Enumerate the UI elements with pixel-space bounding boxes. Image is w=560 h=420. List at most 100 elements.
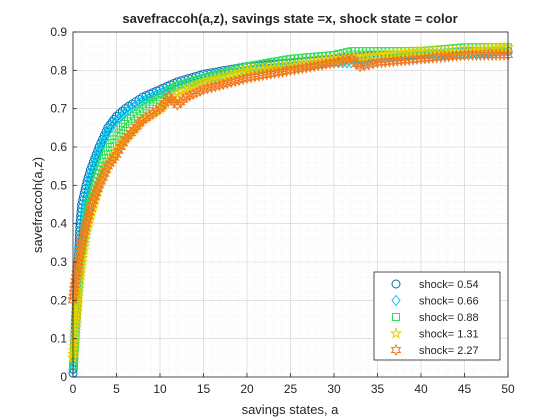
- data-point: [177, 93, 189, 106]
- data-point: [69, 320, 82, 333]
- data-point: [363, 58, 375, 71]
- chart-title: savefraccoh(a,z), savings state =x, shoc…: [122, 11, 457, 26]
- data-point: [68, 335, 81, 348]
- data-point: [88, 194, 99, 207]
- data-point: [99, 133, 109, 146]
- data-point: [324, 57, 336, 70]
- legend-marker: [390, 343, 402, 357]
- y-tick-label: 0.4: [50, 217, 67, 231]
- x-tick-label: 10: [153, 382, 167, 396]
- data-point: [174, 85, 188, 97]
- data-point: [182, 81, 195, 94]
- data-point: [119, 122, 128, 131]
- data-point: [132, 109, 141, 118]
- data-point: [67, 339, 81, 352]
- data-point: [333, 55, 344, 68]
- data-point: [68, 328, 82, 341]
- data-point: [171, 86, 184, 99]
- data-point: [341, 53, 353, 66]
- data-point: [107, 120, 117, 132]
- data-point: [225, 76, 237, 89]
- data-point: [128, 123, 140, 136]
- y-tick-label: 0.3: [50, 255, 67, 269]
- data-point: [93, 179, 105, 192]
- legend-marker: [392, 313, 400, 321]
- data-point: [97, 171, 108, 184]
- data-point: [233, 73, 245, 87]
- y-tick-label: 0.2: [50, 293, 67, 307]
- data-point: [122, 130, 134, 143]
- data-point: [95, 175, 107, 188]
- x-axis-label: savings states, a: [242, 402, 340, 417]
- y-tick-label: 0.5: [50, 178, 67, 192]
- y-tick-label: 0.1: [50, 332, 67, 346]
- data-point: [99, 167, 110, 180]
- data-point: [135, 107, 144, 116]
- data-point: [106, 154, 118, 167]
- data-point: [103, 125, 113, 138]
- data-point: [178, 83, 192, 96]
- x-tick-label: 50: [501, 382, 515, 396]
- x-tick-label: 40: [414, 382, 428, 396]
- y-axis-label: savefraccoh(a,z): [30, 157, 45, 253]
- data-point: [359, 59, 370, 72]
- x-tick-label: 20: [240, 382, 254, 396]
- legend-marker: [391, 294, 401, 307]
- x-tick-label: 5: [113, 382, 120, 396]
- series-5: [67, 48, 514, 307]
- y-tick-label: 0: [60, 370, 67, 384]
- data-point: [71, 293, 84, 306]
- data-point: [121, 120, 130, 128]
- legend-entry: shock= 1.31: [419, 329, 479, 341]
- data-point: [101, 129, 111, 142]
- x-tick-label: 0: [70, 382, 77, 396]
- data-point: [186, 80, 199, 93]
- data-point: [96, 141, 106, 153]
- data-point: [85, 202, 96, 215]
- data-point: [114, 111, 125, 124]
- data-point: [127, 114, 135, 123]
- data-point: [112, 131, 121, 140]
- data-point: [129, 112, 138, 121]
- x-tick-label: 15: [197, 382, 211, 396]
- legend-entry: shock= 0.54: [419, 279, 479, 291]
- data-point: [210, 80, 221, 93]
- legend: shock= 0.54 shock= 0.66 shock= 0.88 shock= …: [373, 271, 501, 361]
- data-point: [125, 126, 137, 140]
- data-point: [68, 332, 81, 344]
- data-point: [67, 343, 80, 356]
- legend-entry: shock= 0.88: [419, 312, 479, 324]
- data-point: [69, 324, 82, 337]
- data-point: [93, 148, 103, 161]
- data-point: [156, 99, 168, 112]
- data-point: [102, 160, 114, 173]
- y-tick-label: 0.9: [50, 25, 67, 39]
- data-point: [328, 56, 340, 69]
- data-point: [109, 117, 119, 129]
- data-point: [189, 78, 203, 91]
- data-point: [94, 145, 104, 157]
- y-tick-label: 0.8: [50, 63, 67, 77]
- data-point: [70, 301, 84, 314]
- data-point: [154, 102, 166, 115]
- legend-marker: [389, 326, 403, 339]
- data-point: [202, 82, 213, 95]
- data-point: [206, 81, 217, 94]
- data-point: [97, 137, 108, 149]
- data-point: [86, 198, 98, 211]
- data-point: [214, 79, 225, 92]
- data-point: [119, 133, 131, 146]
- data-point: [91, 152, 102, 165]
- y-tick-label: 0.7: [50, 102, 67, 116]
- data-point: [124, 117, 133, 126]
- data-point: [104, 157, 116, 170]
- legend-entry: shock= 0.66: [419, 296, 479, 308]
- data-point: [198, 83, 209, 96]
- data-point: [217, 78, 229, 91]
- data-point: [69, 316, 83, 329]
- data-point: [229, 75, 241, 88]
- data-point: [354, 60, 366, 73]
- data-point: [114, 128, 123, 137]
- x-tick-label: 45: [458, 382, 472, 396]
- data-point: [131, 120, 143, 133]
